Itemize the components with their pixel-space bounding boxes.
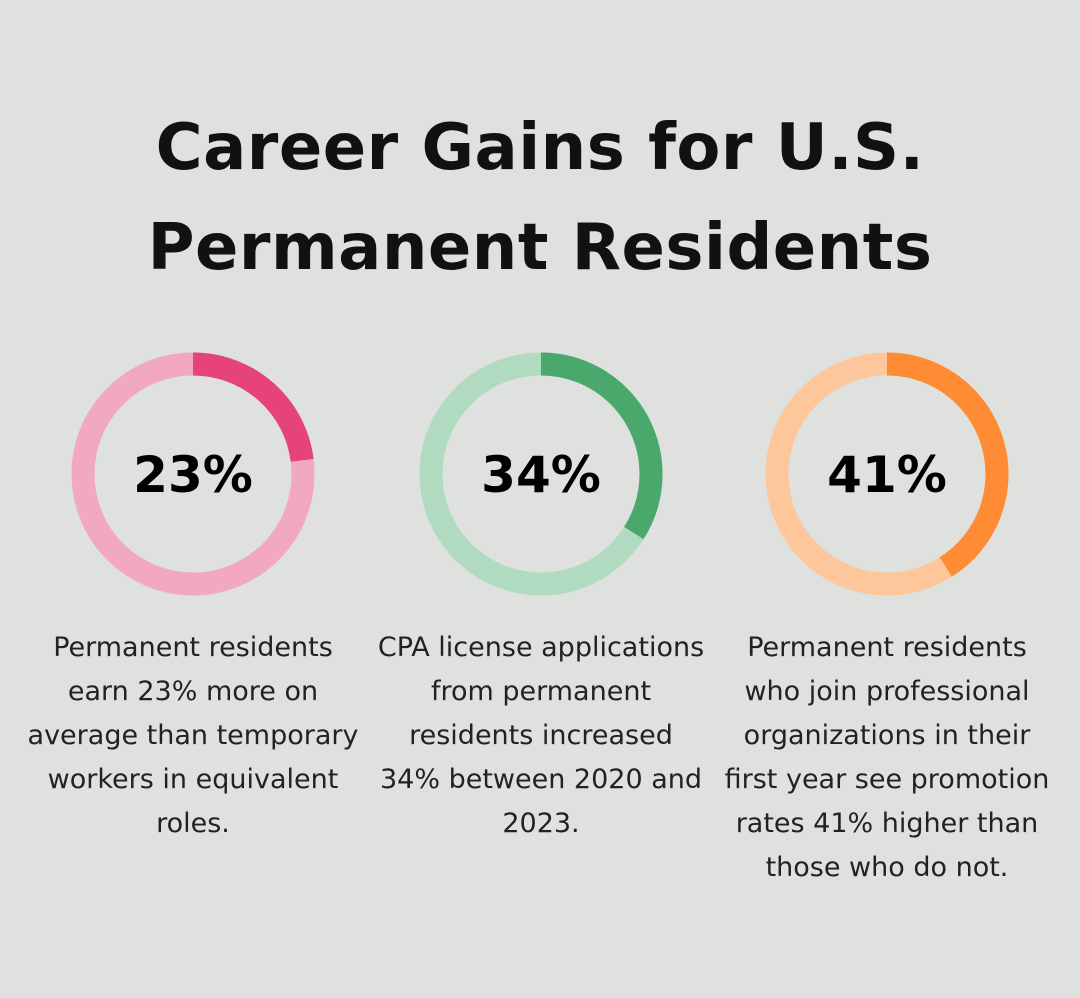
donut-value-arc (765, 352, 1009, 596)
stat-description: Permanent residents who join professiona… (724, 632, 1050, 883)
stat-card-1: 23% Permanent residents earn 23% more on… (23, 352, 363, 846)
donut-value-arc (419, 352, 663, 596)
donut-chart-3: 41% (765, 352, 1009, 596)
stat-description: Permanent residents earn 23% more on ave… (27, 632, 359, 839)
title-line-2: Permanent Residents (147, 211, 933, 285)
stat-description: CPA license applications from permanent … (377, 632, 705, 839)
donut-value-arc (71, 352, 315, 596)
donut-chart-2: 34% (419, 352, 663, 596)
page-title: Career Gains for U.S. Permanent Resident… (0, 98, 1080, 298)
title-line-1: Career Gains for U.S. (155, 111, 925, 185)
donut-chart-1: 23% (71, 352, 315, 596)
donut-label: 23% (133, 446, 253, 504)
donut-label: 41% (827, 446, 947, 504)
donut-label: 34% (481, 446, 601, 504)
stat-card-3: 41% Permanent residents who join profess… (717, 352, 1057, 890)
stat-card-2: 34% CPA license applications from perman… (371, 352, 711, 846)
